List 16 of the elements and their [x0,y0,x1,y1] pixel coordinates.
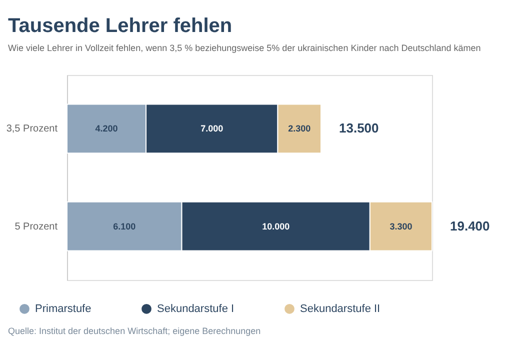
chart-subtitle: Wie viele Lehrer in Vollzeit fehlen, wenn 3,5 % beziehungsweise 5% der ukrainischen Kinder nach Deutschland kämen [8,43,481,53]
legend-label: Sekundarstufe II [300,302,380,315]
legend-label: Primarstufe [35,302,92,315]
legend-label: Sekundarstufe I [157,302,234,315]
chart-title: Tausende Lehrer fehlen [8,15,232,37]
data-label: 4.200 [95,124,118,134]
total-label: 13.500 [338,120,379,136]
total-label: 19.400 [450,218,490,234]
y-tick-label: 3,5 Prozent [6,124,58,135]
data-label: 7.000 [200,124,224,134]
data-label: 6.100 [113,221,136,232]
data-label: 3.300 [390,221,412,232]
data-label: 2.300 [288,124,311,134]
data-label: 10.000 [262,221,290,232]
source-note: Quelle: Institut der deutschen Wirtschaft; eigene Berechnungen [8,326,261,336]
y-tick-label: 5 Prozent [14,221,58,232]
